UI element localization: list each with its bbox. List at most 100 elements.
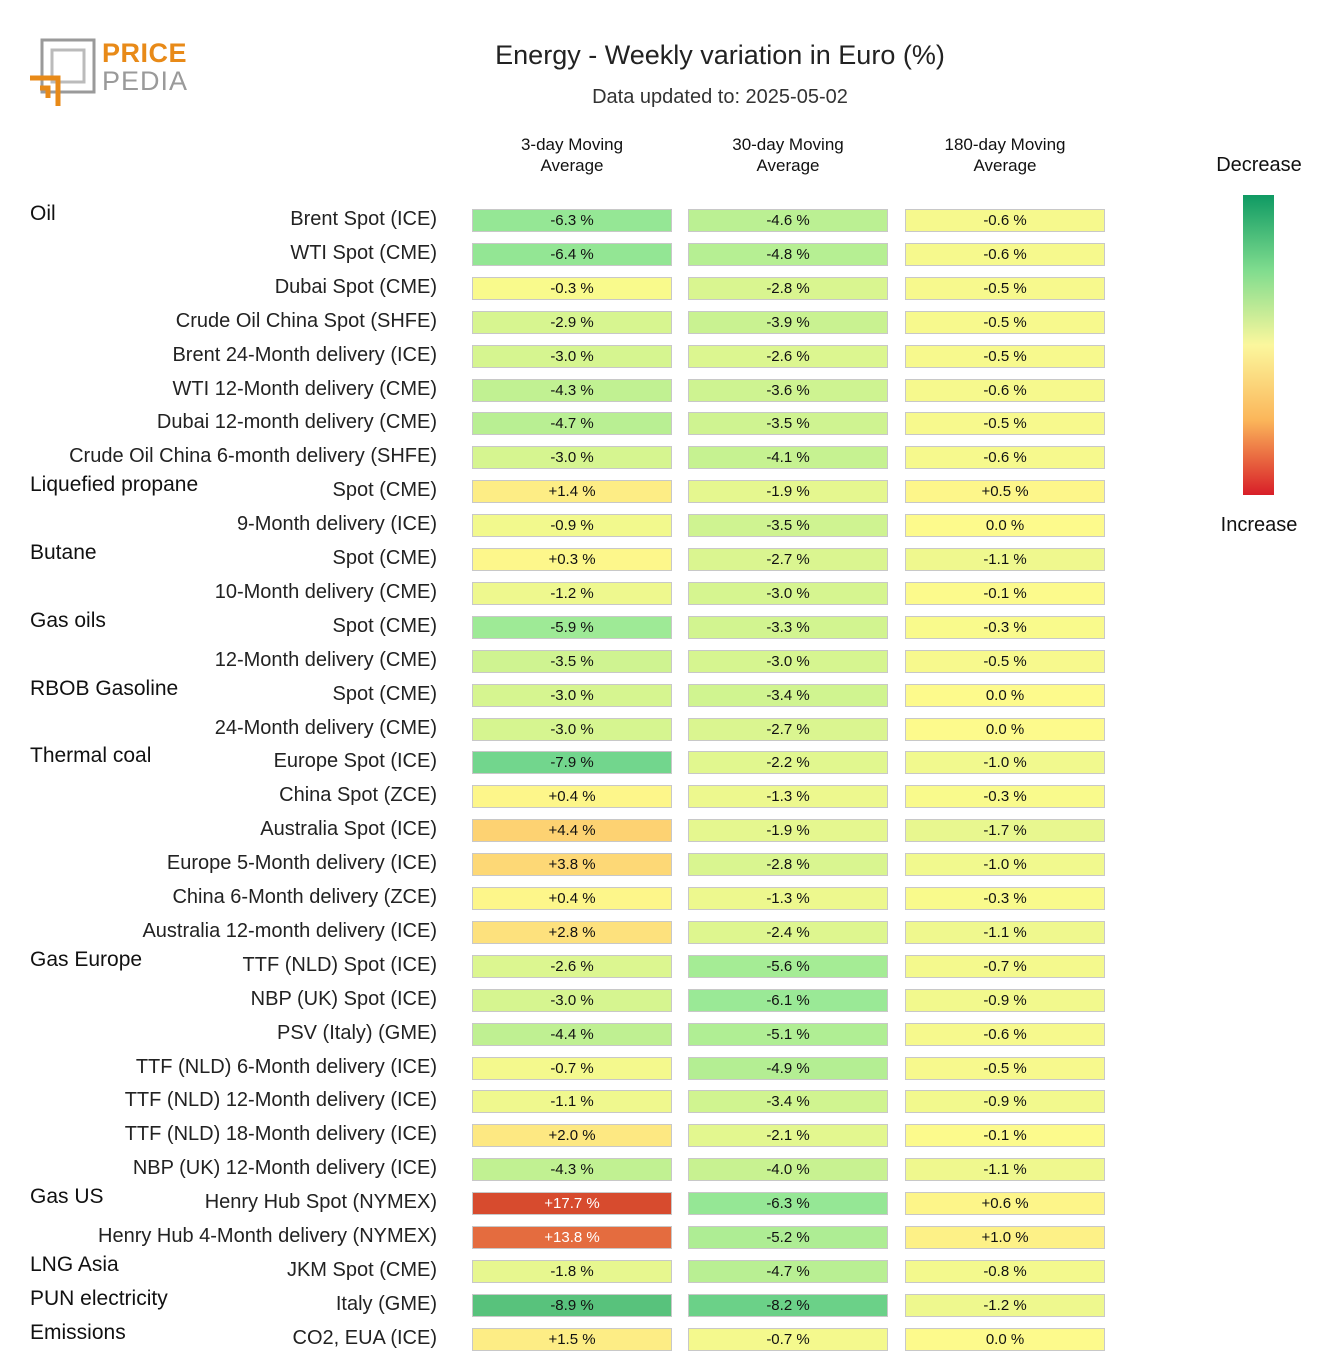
heatmap-cell: -4.7 % [688,1259,888,1283]
row-label: CO2, EUA (ICE) [292,1326,437,1349]
heatmap-cell: -3.0 % [472,446,672,470]
row-label: China 6-Month delivery (ZCE) [172,886,437,908]
heatmap-cell: -0.7 % [688,1327,888,1351]
group-label: Liquefied propane [30,473,199,497]
row-label: Europe 5-Month delivery (ICE) [166,852,437,875]
heatmap-cell: -3.4 % [688,1090,888,1114]
logo-text-price: PRICE [102,38,188,68]
group-label: LNG Asia [30,1252,119,1276]
heatmap-cell: -6.3 % [688,1192,888,1216]
heatmap-cell: -1.8 % [472,1259,672,1283]
heatmap-cell: -1.0 % [905,853,1105,877]
heatmap-cell: -2.2 % [688,751,888,775]
heatmap-cell: +1.0 % [905,1226,1105,1249]
heatmap-cell: -0.5 % [905,276,1105,300]
heatmap-cell: +0.4 % [472,785,672,809]
heatmap-cell: -4.1 % [688,446,888,470]
heatmap-cell: -2.6 % [472,954,672,978]
row-label: 10-Month delivery (CME) [214,580,437,603]
heatmap-cell: -3.0 % [472,683,672,707]
heatmap-cell: -3.0 % [688,649,888,673]
heatmap-cell: -6.1 % [688,988,888,1012]
group-label: Butane [30,541,97,564]
chart-subtitle: Data updated to: 2025-05-02 [592,86,848,108]
legend-increase-label: Increase [1220,514,1298,536]
row-label: NBP (UK) Spot (ICE) [250,987,437,1010]
heatmap-cell: -3.0 % [472,344,672,368]
heatmap-cell: -5.1 % [688,1022,888,1046]
heatmap-cell: +13.8 % [472,1226,672,1249]
row-label: Australia 12-month delivery (ICE) [142,919,437,942]
row-label: Brent 24-Month delivery (ICE) [172,343,437,366]
heatmap-cell: +0.4 % [472,887,672,910]
heatmap-cell: -4.6 % [688,209,888,232]
heatmap-cell: +4.4 % [472,819,672,843]
column-header: 30-day Moving Average [732,135,844,175]
heatmap-cell: -2.4 % [688,920,888,944]
heatmap-cell: -3.3 % [688,615,888,639]
heatmap-cell: -0.7 % [472,1056,672,1080]
heatmap-cell: 0.0 % [905,683,1105,707]
group-label: Gas Europe [30,947,143,971]
heatmap-cell: -0.6 % [905,378,1105,402]
heatmap-cell: -0.5 % [905,310,1105,334]
heatmap-cell: -3.4 % [688,683,888,707]
heatmap-cell: 0.0 % [905,1327,1105,1351]
heatmap-cell: -0.1 % [905,581,1105,605]
heatmap-cell: -1.1 % [472,1090,672,1114]
group-label: Oil [30,202,56,225]
row-label: Spot (CME) [332,614,437,637]
row-label: Europe Spot (ICE) [273,750,437,773]
row-label: Spot (CME) [332,479,437,502]
heatmap-cell: -2.8 % [688,853,888,877]
heatmap-cell: -5.6 % [688,954,888,978]
heatmap-cell: -3.0 % [688,581,888,605]
heatmap-cell: -5.9 % [472,615,672,639]
heatmap-cell: +2.0 % [472,1124,672,1148]
row-label: TTF (NLD) 12-Month delivery (ICE) [124,1089,437,1112]
heatmap-cell: -1.3 % [688,887,888,910]
pricepedia-logo: PRICE PEDIA [28,36,198,110]
heatmap-cell: -0.3 % [905,785,1105,809]
heatmap-cell: -0.9 % [905,988,1105,1012]
group-label: Thermal coal [30,744,152,768]
heatmap-cell: -6.4 % [472,242,672,266]
row-label: Dubai Spot (CME) [274,275,437,298]
legend-decrease-label: Decrease [1216,154,1302,176]
logo-text-pedia: PEDIA [102,66,189,96]
heatmap-cell: +17.7 % [472,1192,672,1216]
heatmap-cell: -4.3 % [472,1158,672,1182]
row-label: JKM Spot (CME) [286,1258,437,1281]
chart-title: Energy - Weekly variation in Euro (%) [495,40,945,70]
row-label: Brent Spot (ICE) [290,208,437,230]
heatmap-cell: -1.3 % [688,785,888,809]
row-label: Spot (CME) [332,682,437,705]
heatmap-cell: -4.8 % [688,242,888,266]
row-label: TTF (NLD) 6-Month delivery (ICE) [135,1055,437,1078]
row-label: China Spot (ZCE) [279,784,437,807]
heatmap-cell: -8.2 % [688,1293,888,1317]
heatmap-cell: -0.6 % [905,446,1105,470]
row-label: TTF (NLD) 18-Month delivery (ICE) [124,1123,437,1146]
heatmap-cell: -8.9 % [472,1293,672,1317]
row-label: Dubai 12-month delivery (CME) [156,411,437,434]
row-label: Crude Oil China 6-month delivery (SHFE) [69,445,437,468]
heatmap-cell: -0.5 % [905,412,1105,436]
row-label: WTI Spot (CME) [290,241,437,264]
heatmap-cell: 0.0 % [905,514,1105,538]
heatmap-cell: -0.5 % [905,649,1105,673]
row-label: TTF (NLD) Spot (ICE) [242,953,437,976]
heatmap-cell: -1.1 % [905,548,1105,571]
heatmap-cell: -0.6 % [905,242,1105,266]
heatmap-cell: +2.8 % [472,920,672,944]
heatmap-cell: -0.1 % [905,1124,1105,1148]
heatmap-cell: -2.8 % [688,276,888,300]
heatmap-cell: +0.3 % [472,548,672,571]
row-label: Henry Hub Spot (NYMEX) [204,1191,437,1214]
heatmap-cell: -4.9 % [688,1056,888,1080]
heatmap-cell: -3.0 % [472,988,672,1012]
heatmap-cell: -0.3 % [905,615,1105,639]
heatmap-cell: -0.5 % [905,344,1105,368]
row-label: Australia Spot (ICE) [260,818,437,841]
heatmap-cell: -5.2 % [688,1226,888,1249]
